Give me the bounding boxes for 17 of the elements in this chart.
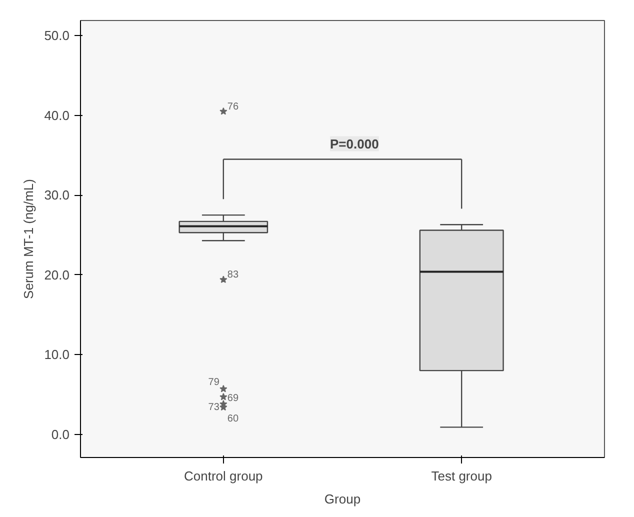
x-tick-label: Control group [184,468,263,484]
annotation: 69 [227,392,239,404]
y-tick-label: 10.0 [44,347,70,362]
y-tick-label: 40.0 [44,108,70,123]
y-tick-label: 20.0 [44,267,70,282]
annotation: 60 [227,413,239,424]
annotation: 83 [227,270,239,281]
y-tick-label: 50.0 [44,28,70,44]
annotation: 73 [208,402,220,414]
y-tick-label: 0.0 [51,426,70,442]
y-axis-title: Serum MT-1 (ng/mL) [21,179,36,299]
annotation: 79 [208,376,220,388]
annotation: 76 [227,101,239,112]
y-tick-label: 30.0 [44,188,70,203]
x-axis-title: Group [324,492,361,506]
annotation: P=0.000 [330,136,379,152]
x-tick-label: Test group [431,468,492,484]
